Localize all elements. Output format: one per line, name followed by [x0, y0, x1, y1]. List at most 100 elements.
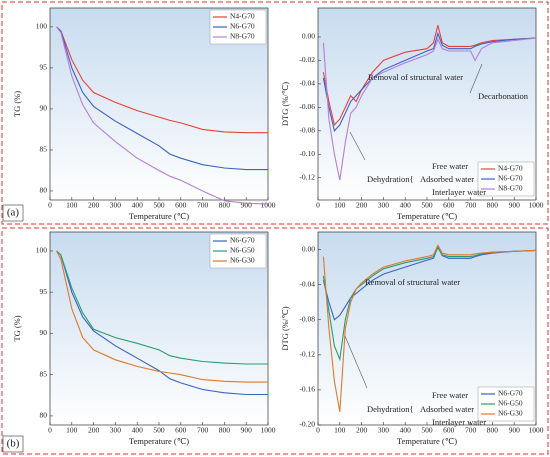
y-tick-label: -0.12 — [299, 350, 315, 359]
legend-label: N6-G70 — [498, 389, 523, 398]
x-tick-label: 400 — [400, 426, 412, 435]
legend-label: N4-G70 — [498, 164, 523, 173]
x-tick-label: 900 — [241, 426, 253, 435]
y-axis-label: TG (%) — [12, 315, 22, 341]
series-line — [322, 246, 537, 362]
annotation: Free water — [432, 161, 468, 171]
x-tick-label: 600 — [175, 426, 187, 435]
y-tick-label: 100 — [36, 246, 48, 255]
x-axis-label: Temperature (℃) — [129, 211, 189, 221]
y-tick-label: -0.04 — [299, 279, 315, 288]
x-tick-label: 600 — [443, 426, 455, 435]
legend-label: N6-G70 — [230, 22, 255, 31]
legend-label: N4-G70 — [230, 12, 255, 21]
panel-label-box — [2, 204, 24, 222]
x-tick-label: 100 — [66, 201, 78, 210]
y-tick-label: 95 — [40, 287, 48, 296]
annotation: Dehydration{ — [367, 174, 414, 184]
series-line — [322, 25, 537, 127]
x-tick-label: 800 — [219, 426, 231, 435]
x-tick-label: 800 — [487, 201, 499, 210]
x-tick-label: 200 — [88, 201, 100, 210]
x-axis-label: Temperature (℃) — [397, 436, 457, 446]
x-tick-label: 900 — [509, 201, 521, 210]
y-tick-label: 80 — [40, 186, 48, 195]
annotation-arrow — [349, 131, 366, 161]
panel-border — [1, 227, 549, 455]
series-line — [56, 26, 268, 134]
annotation: Adsorbed water — [420, 174, 474, 184]
legend-label: N6-G30 — [498, 409, 523, 418]
legend-label: N8-G70 — [230, 32, 255, 41]
x-tick-label: 0 — [48, 426, 52, 435]
y-tick-label: 80 — [40, 411, 48, 420]
y-tick-label: 85 — [40, 369, 48, 378]
x-axis-label: Temperature (℃) — [129, 436, 189, 446]
x-tick-label: 200 — [88, 426, 100, 435]
series-line — [56, 250, 268, 365]
x-tick-label: 800 — [487, 426, 499, 435]
x-tick-label: 300 — [378, 201, 390, 210]
y-tick-label: 95 — [40, 63, 48, 72]
y-tick-label: 0.00 — [302, 32, 315, 41]
x-tick-label: 200 — [356, 201, 368, 210]
x-tick-label: 400 — [132, 426, 144, 435]
y-tick-label: 90 — [40, 328, 48, 337]
x-tick-label: 700 — [465, 201, 477, 210]
series-line — [322, 245, 537, 321]
series-line — [322, 31, 537, 132]
x-tick-label: 0 — [48, 201, 52, 210]
y-tick-label: -0.04 — [299, 79, 315, 88]
y-tick-label: -0.08 — [299, 126, 315, 135]
y-tick-label: 85 — [40, 145, 48, 154]
x-axis-label: Temperature (℃) — [397, 211, 457, 221]
x-tick-label: 900 — [241, 201, 253, 210]
x-tick-label: 1000 — [529, 426, 544, 435]
x-tick-label: 200 — [356, 426, 368, 435]
series-line — [56, 26, 268, 171]
x-tick-label: 800 — [219, 201, 231, 210]
annotation: Decarbonation — [478, 91, 529, 101]
x-tick-label: 600 — [175, 201, 187, 210]
x-tick-label: 400 — [132, 201, 144, 210]
y-tick-label: -0.12 — [299, 172, 315, 181]
y-axis-label: DTG (%/℃) — [280, 82, 290, 126]
annotation: Removal of structural water — [368, 72, 463, 82]
annotation: Interlayer water — [432, 417, 486, 427]
x-tick-label: 300 — [110, 201, 122, 210]
annotation: Removal of structural water — [365, 277, 460, 287]
x-tick-label: 1000 — [529, 201, 544, 210]
annotation: Adsorbed water — [420, 404, 474, 414]
x-tick-label: 500 — [153, 201, 165, 210]
annotation-arrow — [469, 63, 483, 94]
x-tick-label: 600 — [443, 201, 455, 210]
legend-label: N6-G70 — [230, 236, 255, 245]
x-tick-label: 400 — [400, 201, 412, 210]
series-line — [322, 243, 537, 412]
y-tick-label: 0.00 — [302, 244, 315, 253]
x-tick-label: 0 — [316, 201, 320, 210]
x-tick-label: 500 — [421, 426, 433, 435]
y-tick-label: -0.08 — [299, 314, 315, 323]
y-tick-label: -0.20 — [299, 420, 315, 429]
legend-label: N6-G70 — [498, 174, 523, 183]
x-tick-label: 700 — [465, 426, 477, 435]
legend-label: N6-G50 — [498, 399, 523, 408]
panel-label: (a) — [7, 207, 20, 219]
legend-label: N8-G70 — [498, 184, 523, 193]
panel-label: (b) — [7, 438, 20, 450]
series-line — [56, 250, 268, 383]
annotation: Free water — [432, 390, 468, 400]
panel-label-box — [2, 435, 24, 453]
series-line — [56, 26, 269, 205]
series-line — [56, 250, 268, 396]
panel-border — [1, 1, 549, 225]
x-tick-label: 100 — [334, 426, 346, 435]
x-tick-label: 300 — [378, 426, 390, 435]
x-tick-label: 500 — [421, 201, 433, 210]
y-tick-label: 90 — [40, 104, 48, 113]
x-tick-label: 900 — [509, 426, 521, 435]
annotation: Dehydration{ — [367, 404, 414, 414]
y-tick-label: -0.02 — [299, 55, 315, 64]
